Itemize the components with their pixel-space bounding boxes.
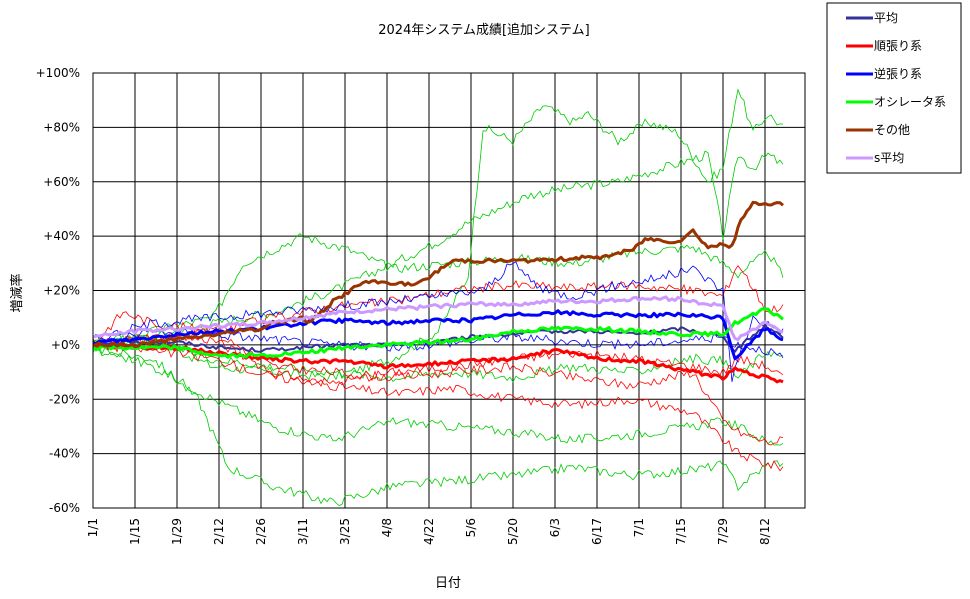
y-tick-labels: +100% +80% +60% +40% +20% +0% -20% -40% -60%	[36, 66, 80, 515]
system-line	[92, 233, 784, 349]
y-tick-label: +20%	[43, 284, 80, 298]
chart-title: 2024年システム成績[追加システム]	[378, 22, 589, 38]
x-tick-label: 1/1	[86, 518, 100, 537]
legend-label: その他	[874, 123, 910, 137]
legend-label: 順張り系	[874, 39, 922, 53]
y-tick-label: -60%	[49, 501, 80, 515]
x-tick-label: 4/22	[422, 518, 436, 545]
system-line	[92, 345, 784, 446]
x-tick-label: 3/25	[338, 518, 352, 545]
series-line-オシレータ系	[92, 307, 784, 359]
system-line	[92, 261, 784, 382]
y-tick-label: +0%	[51, 338, 80, 352]
legend-label: s平均	[874, 151, 904, 165]
x-tick-label: 8/12	[758, 518, 772, 545]
y-axis-label: 増減率	[9, 273, 25, 312]
y-tick-label: -20%	[49, 392, 80, 406]
x-tick-label: 6/17	[590, 518, 604, 545]
system-line	[92, 340, 784, 387]
plot-border	[92, 72, 806, 509]
legend-box	[826, 2, 962, 174]
y-tick-label: +100%	[36, 66, 80, 80]
y-tick-label: +80%	[43, 120, 80, 134]
y-tick-label: -40%	[49, 447, 80, 461]
x-tick-label: 7/15	[674, 518, 688, 545]
x-tick-label: 1/29	[170, 518, 184, 545]
system-line	[92, 88, 784, 382]
series-line-逆張り系	[92, 309, 784, 361]
series-line-順張り系	[92, 343, 784, 384]
x-tick-label: 1/15	[128, 518, 142, 545]
system-line	[92, 332, 784, 472]
legend-label: 平均	[874, 11, 898, 25]
legend-label: オシレータ系	[874, 95, 946, 109]
x-tick-label: 6/3	[548, 518, 562, 537]
x-tick-label: 5/6	[464, 518, 478, 537]
x-tick-label: 2/26	[254, 518, 268, 545]
x-tick-label: 2/12	[212, 518, 226, 545]
x-axis-label: 日付	[435, 576, 461, 591]
x-tick-label: 5/20	[506, 518, 520, 545]
legend-label: 逆張り系	[874, 66, 922, 81]
x-tick-label: 7/29	[716, 518, 730, 545]
x-tick-label: 3/11	[296, 518, 310, 545]
series-line-s平均	[92, 295, 784, 342]
series-line-その他	[92, 200, 784, 349]
x-tick-labels: 1/1 1/15 1/29 2/12 2/26 3/11 3/25 4/8 4/22 5/6 5/2…	[86, 518, 772, 545]
system-line	[92, 346, 784, 506]
y-tick-label: +60%	[43, 175, 80, 189]
series-lines	[92, 200, 784, 384]
y-tick-label: +40%	[43, 229, 80, 243]
x-tick-label: 7/1	[632, 518, 646, 537]
x-tick-label: 4/8	[380, 518, 394, 537]
